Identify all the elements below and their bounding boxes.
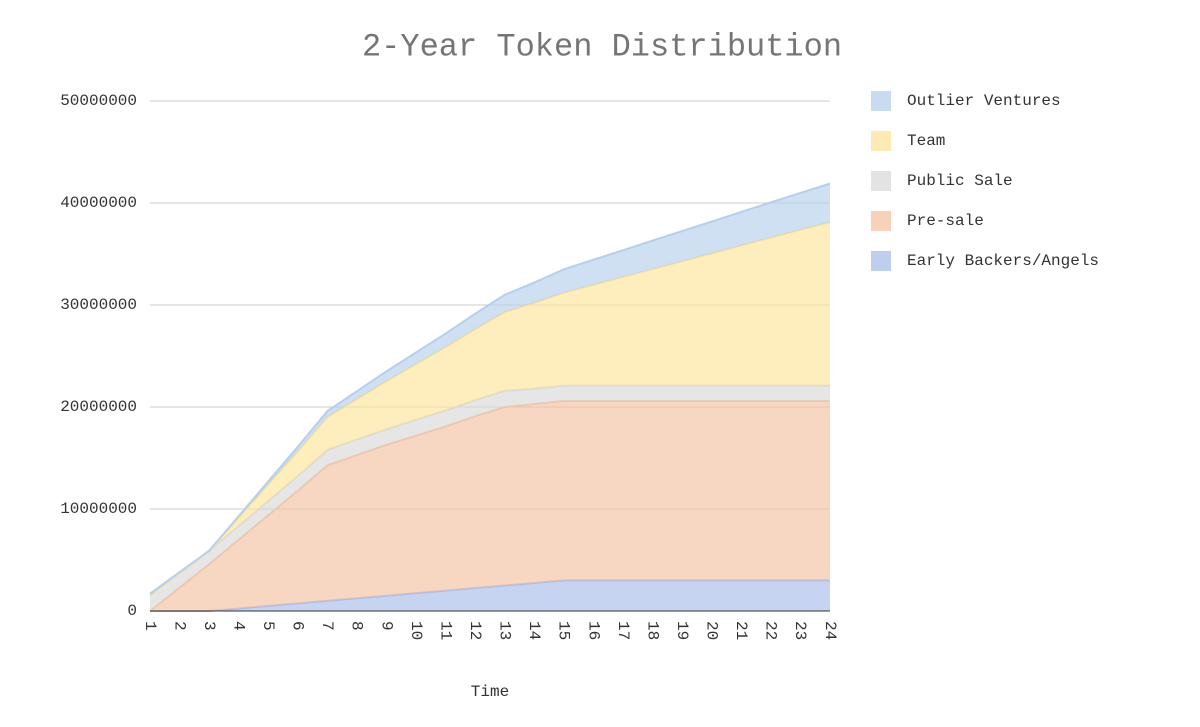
x-tick-label: 4 — [229, 621, 247, 631]
x-tick-label: 10 — [407, 621, 425, 640]
x-tick-label: 13 — [496, 621, 514, 640]
x-tick-label: 1 — [141, 621, 159, 631]
x-tick-label: 17 — [614, 621, 632, 640]
x-tick-label: 22 — [762, 621, 780, 640]
x-tick-label: 5 — [259, 621, 277, 631]
y-tick-label: 0 — [127, 602, 137, 620]
x-tick-label: 9 — [377, 621, 395, 631]
x-tick-label: 14 — [525, 621, 543, 640]
x-tick-label: 3 — [200, 621, 218, 631]
area — [150, 580, 830, 611]
x-tick-label: 23 — [791, 621, 809, 640]
x-tick-label: 12 — [466, 621, 484, 640]
x-tick-label: 8 — [348, 621, 366, 631]
legend-swatch — [871, 91, 891, 111]
legend-swatch — [871, 211, 891, 231]
area — [150, 385, 830, 611]
x-tick-label: 18 — [643, 621, 661, 640]
y-tick-label: 30000000 — [60, 296, 137, 314]
x-tick-label: 24 — [821, 621, 839, 640]
x-tick-label: 15 — [555, 621, 573, 640]
legend-label: Early Backers/Angels — [907, 252, 1099, 270]
area-edge — [149, 182, 831, 595]
x-tick-label: 2 — [170, 621, 188, 631]
x-tick-label: 6 — [289, 621, 307, 631]
x-axis-label: Time — [471, 683, 509, 701]
legend-label: Public Sale — [907, 172, 1013, 190]
legend-swatch — [871, 171, 891, 191]
area — [150, 400, 830, 611]
y-tick-label: 10000000 — [60, 500, 137, 518]
y-tick-label: 50000000 — [60, 92, 137, 110]
area — [150, 183, 830, 596]
legend-swatch — [871, 131, 891, 151]
x-tick-label: 11 — [436, 621, 454, 640]
chart-title: 2-Year Token Distribution — [362, 28, 842, 65]
x-tick-label: 16 — [584, 621, 602, 640]
y-tick-label: 40000000 — [60, 194, 137, 212]
legend-label: Pre-sale — [907, 212, 984, 230]
x-tick-label: 20 — [703, 621, 721, 640]
legend-swatch — [871, 251, 891, 271]
y-tick-label: 20000000 — [60, 398, 137, 416]
legend-label: Team — [907, 132, 945, 150]
x-tick-label: 21 — [732, 621, 750, 640]
legend-label: Outlier Ventures — [907, 92, 1061, 110]
x-tick-label: 19 — [673, 621, 691, 640]
area — [150, 222, 830, 596]
x-tick-label: 7 — [318, 621, 336, 631]
